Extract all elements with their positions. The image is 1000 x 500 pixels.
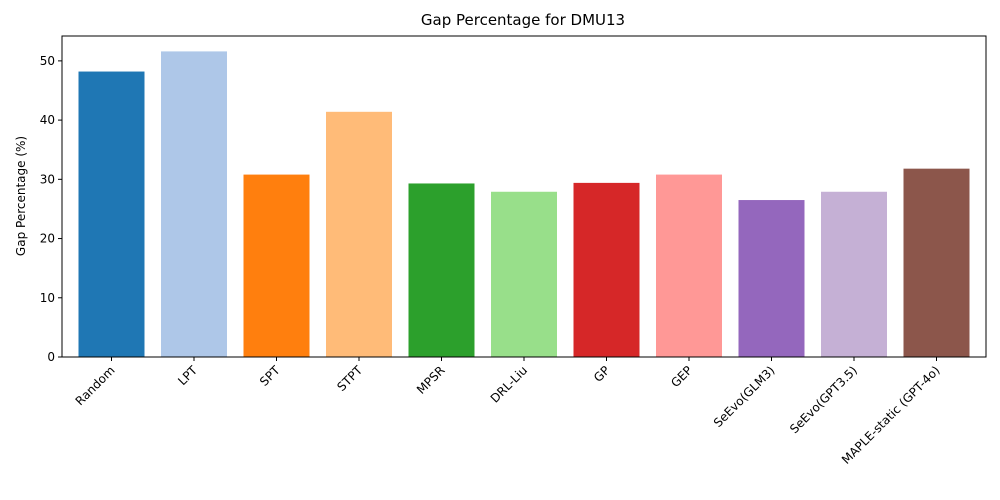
plot-frame xyxy=(61,35,987,358)
bar-lpt xyxy=(161,51,227,358)
bar-spt xyxy=(243,174,310,357)
bar-gep xyxy=(656,174,722,357)
y-tick-label: 40 xyxy=(40,113,55,127)
y-tick-label: 0 xyxy=(47,350,55,364)
x-tick-label: MAPLE-static (GPT-4o) xyxy=(839,363,943,467)
chart-title: Gap Percentage for DMU13 xyxy=(421,11,625,29)
bar-seevo-gpt3-5 xyxy=(821,191,887,357)
bar-stpt xyxy=(326,111,392,357)
y-tick-label: 50 xyxy=(40,54,55,68)
y-tick-label: 10 xyxy=(40,291,55,305)
x-tick-label: GEP xyxy=(668,363,695,390)
x-tick-label: LPT xyxy=(175,363,200,388)
bars-group xyxy=(78,51,970,358)
x-tick-label: MPSR xyxy=(414,363,448,397)
bar-gp xyxy=(573,182,640,357)
y-axis-ticks: 0 10 20 30 40 50 xyxy=(40,54,62,364)
bar-seevo-glm3 xyxy=(738,200,805,357)
y-tick-label: 30 xyxy=(40,172,55,186)
x-tick-label: SPT xyxy=(257,363,283,389)
bar-drl-liu xyxy=(491,191,557,357)
bar-maple-static-gpt-4o xyxy=(903,168,970,357)
bar-random xyxy=(78,71,145,357)
x-tick-label: SeEvo(GPT3.5) xyxy=(787,363,860,436)
x-tick-label: Random xyxy=(73,363,118,408)
x-tick-label: STPT xyxy=(334,363,365,394)
bar-mpsr xyxy=(408,183,475,357)
x-axis-ticks: Random LPT SPT STPT MPSR DRL-Liu GP GEP SeEvo(GL… xyxy=(73,357,943,467)
y-axis-label: Gap Percentage (%) xyxy=(14,136,28,256)
y-tick-label: 20 xyxy=(40,232,55,246)
x-tick-label: GP xyxy=(591,363,613,385)
x-tick-label: SeEvo(GLM3) xyxy=(711,363,778,430)
x-tick-label: DRL-Liu xyxy=(488,363,530,405)
